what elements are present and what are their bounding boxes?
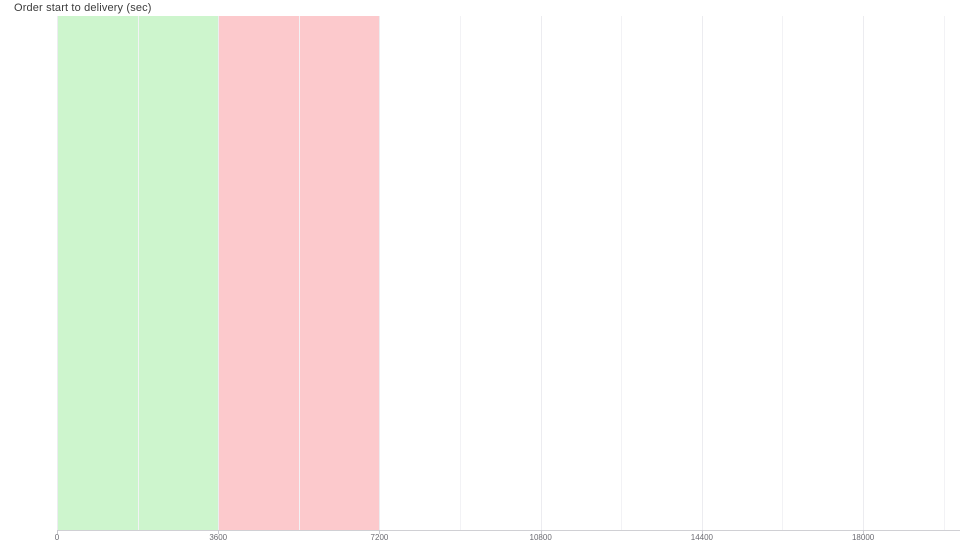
x-tick-label: 3600 [209, 533, 228, 542]
x-tick-label: 14400 [690, 533, 713, 542]
x-tick-mark [379, 530, 381, 534]
gridline-x-18000 [863, 16, 865, 530]
gridline-minor [943, 16, 945, 530]
x-tick-mark [701, 530, 703, 534]
x-tick-mark [540, 530, 542, 534]
x-tick-label: 10800 [529, 533, 552, 542]
gridline-x-3600 [218, 16, 220, 530]
x-tick-mark [218, 530, 220, 534]
x-tick-label: 18000 [851, 533, 875, 542]
x-tick-mark [57, 530, 58, 534]
gridline-minor [621, 16, 623, 530]
gridline-minor [137, 16, 139, 530]
gridline-minor [782, 16, 784, 530]
gridline-x-10800 [540, 16, 542, 530]
x-axis-line [57, 530, 960, 531]
gridline-minor [298, 16, 300, 530]
plot-area [57, 16, 960, 530]
gridline-minor [460, 16, 462, 530]
page-title: Order start to delivery (sec) [14, 2, 152, 14]
gridline-x-14400 [701, 16, 703, 530]
x-tick-label: 7200 [370, 533, 389, 542]
gridline-x-7200 [379, 16, 381, 530]
band-1hr-to-2hr [218, 16, 380, 530]
x-tick-label: 0 [54, 533, 60, 542]
x-tick-mark [863, 530, 865, 534]
gridline-x-0 [57, 16, 58, 530]
y-axis-labels [0, 16, 57, 530]
band-under-1hr [57, 16, 219, 530]
